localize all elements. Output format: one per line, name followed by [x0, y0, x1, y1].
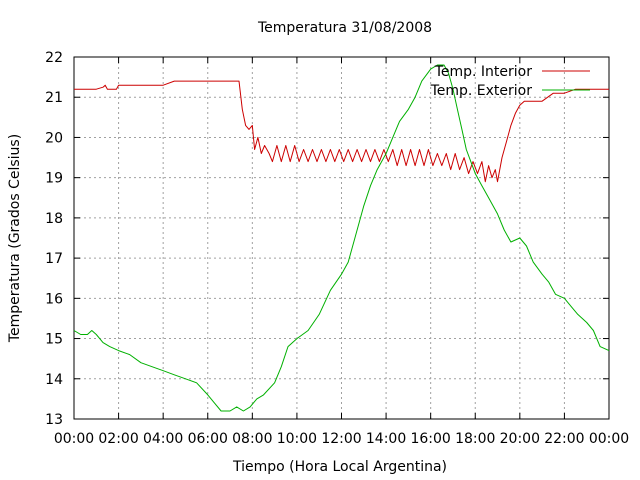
y-tick-label: 20 [45, 130, 63, 146]
series-line-interior [74, 80, 609, 183]
y-tick-label: 21 [45, 90, 63, 106]
y-axis-label: Temperatura (Grados Celsius) [7, 134, 23, 343]
x-tick-label: 14:00 [366, 431, 406, 447]
x-axis-label: Tiempo (Hora Local Argentina) [232, 459, 447, 475]
series-lines [73, 64, 610, 412]
grid [74, 57, 609, 419]
y-tick-label: 17 [45, 251, 63, 267]
series-line-exterior [73, 64, 610, 412]
x-tick-label: 04:00 [143, 431, 183, 447]
x-tick-label: 02:00 [98, 431, 138, 447]
y-tick-label: 19 [45, 171, 63, 187]
x-tick-label: 18:00 [455, 431, 495, 447]
legend: Temp. Interior Temp. Exterior [430, 64, 590, 99]
x-tick-label: 00:00 [54, 431, 94, 447]
x-tick-label: 10:00 [277, 431, 317, 447]
x-tick-label: 00:00 [589, 431, 629, 447]
x-tick-label: 20:00 [500, 431, 540, 447]
x-tick-label: 08:00 [232, 431, 272, 447]
x-tick-label: 06:00 [188, 431, 228, 447]
x-tick-label: 22:00 [544, 431, 584, 447]
chart-title: Temperatura 31/08/2008 [257, 20, 432, 36]
y-tick-label: 14 [45, 372, 63, 388]
y-tick-label: 15 [45, 332, 63, 348]
x-tick-label: 16:00 [410, 431, 450, 447]
y-tick-label: 13 [45, 412, 63, 428]
axis-ticks: 00:00 02:00 04:00 06:00 08:00 10:00 12:00 14:00… [45, 50, 629, 447]
x-tick-label: 12:00 [321, 431, 361, 447]
y-tick-label: 16 [45, 291, 63, 307]
legend-label-interior: Temp. Interior [434, 64, 533, 80]
y-tick-label: 18 [45, 211, 63, 227]
y-tick-label: 22 [45, 50, 63, 66]
legend-label-exterior: Temp. Exterior [430, 83, 533, 99]
